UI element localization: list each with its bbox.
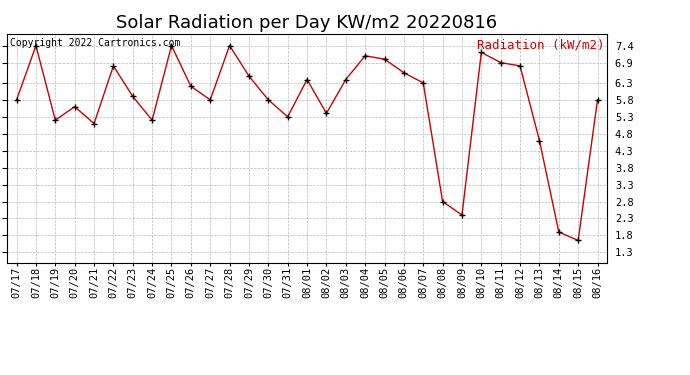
Text: Copyright 2022 Cartronics.com: Copyright 2022 Cartronics.com <box>10 38 180 48</box>
Text: Radiation (kW/m2): Radiation (kW/m2) <box>477 38 604 51</box>
Title: Solar Radiation per Day KW/m2 20220816: Solar Radiation per Day KW/m2 20220816 <box>117 14 497 32</box>
